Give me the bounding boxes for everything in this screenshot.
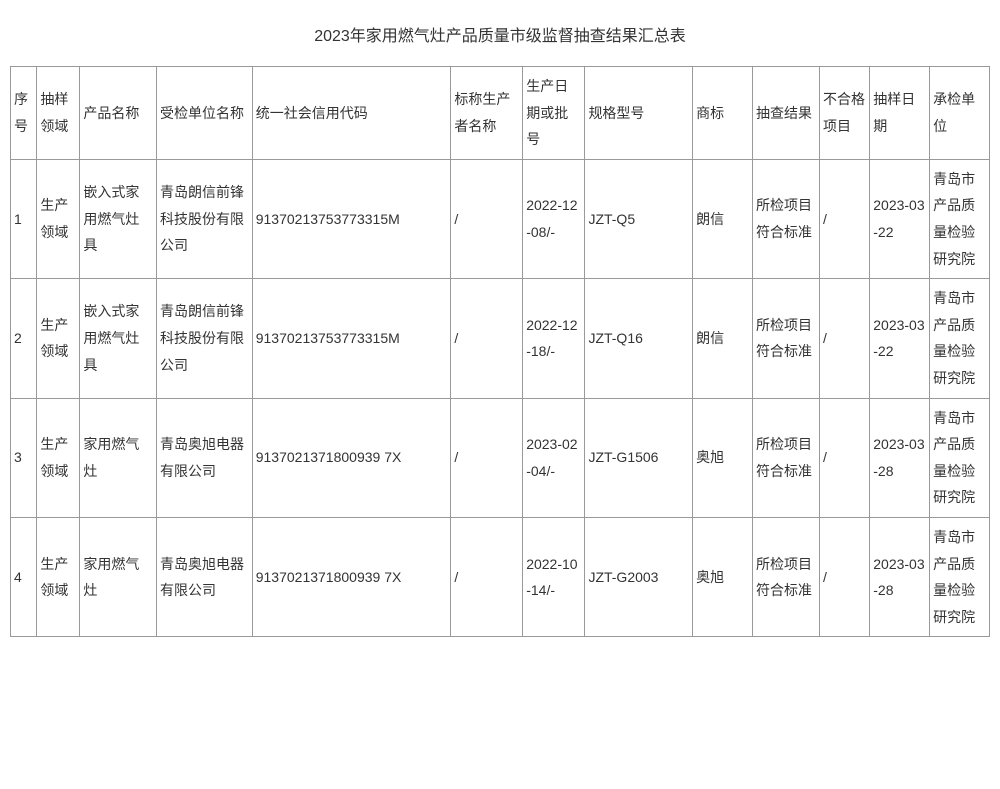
column-header-brand: 商标 — [693, 67, 753, 160]
column-header-credit: 统一社会信用代码 — [252, 67, 451, 160]
column-header-model: 规格型号 — [585, 67, 693, 160]
cell-model: JZT-Q5 — [585, 159, 693, 278]
column-header-proddate: 生产日期或批号 — [523, 67, 585, 160]
cell-company: 青岛奥旭电器有限公司 — [157, 517, 253, 636]
cell-credit: 9137021371800939 7X — [252, 517, 451, 636]
cell-domain: 生产领域 — [37, 517, 80, 636]
cell-domain: 生产领域 — [37, 398, 80, 517]
cell-product: 家用燃气灶 — [80, 398, 157, 517]
cell-producer: / — [451, 517, 523, 636]
cell-seq: 1 — [11, 159, 37, 278]
cell-credit: 9137021371800939 7X — [252, 398, 451, 517]
cell-seq: 2 — [11, 279, 37, 398]
cell-producer: / — [451, 159, 523, 278]
cell-domain: 生产领域 — [37, 159, 80, 278]
cell-inspector: 青岛市产品质量检验研究院 — [930, 517, 990, 636]
cell-proddate: 2022-12-08/- — [523, 159, 585, 278]
column-header-seq: 序号 — [11, 67, 37, 160]
cell-credit: 91370213753773315M — [252, 159, 451, 278]
cell-brand: 奥旭 — [693, 517, 753, 636]
cell-fail: / — [819, 279, 869, 398]
cell-brand: 朗信 — [693, 279, 753, 398]
page-title: 2023年家用燃气灶产品质量市级监督抽查结果汇总表 — [10, 10, 990, 66]
cell-fail: / — [819, 159, 869, 278]
cell-fail: / — [819, 398, 869, 517]
cell-proddate: 2022-10-14/- — [523, 517, 585, 636]
cell-model: JZT-G2003 — [585, 517, 693, 636]
cell-result: 所检项目符合标准 — [752, 159, 819, 278]
cell-producer: / — [451, 279, 523, 398]
cell-brand: 奥旭 — [693, 398, 753, 517]
cell-sampledate: 2023-03-22 — [870, 159, 930, 278]
cell-inspector: 青岛市产品质量检验研究院 — [930, 398, 990, 517]
cell-model: JZT-Q16 — [585, 279, 693, 398]
column-header-result: 抽查结果 — [752, 67, 819, 160]
column-header-sampledate: 抽样日期 — [870, 67, 930, 160]
column-header-inspector: 承检单位 — [930, 67, 990, 160]
table-row: 2生产领域嵌入式家用燃气灶具青岛朗信前锋科技股份有限公司913702137537… — [11, 279, 990, 398]
cell-brand: 朗信 — [693, 159, 753, 278]
cell-product: 家用燃气灶 — [80, 517, 157, 636]
table-header-row: 序号抽样领域产品名称受检单位名称统一社会信用代码标称生产者名称生产日期或批号规格… — [11, 67, 990, 160]
cell-proddate: 2022-12-18/- — [523, 279, 585, 398]
cell-domain: 生产领域 — [37, 279, 80, 398]
cell-inspector: 青岛市产品质量检验研究院 — [930, 159, 990, 278]
cell-fail: / — [819, 517, 869, 636]
column-header-fail: 不合格项目 — [819, 67, 869, 160]
cell-seq: 4 — [11, 517, 37, 636]
column-header-company: 受检单位名称 — [157, 67, 253, 160]
column-header-product: 产品名称 — [80, 67, 157, 160]
column-header-producer: 标称生产者名称 — [451, 67, 523, 160]
cell-inspector: 青岛市产品质量检验研究院 — [930, 279, 990, 398]
cell-company: 青岛奥旭电器有限公司 — [157, 398, 253, 517]
table-row: 1生产领域嵌入式家用燃气灶具青岛朗信前锋科技股份有限公司913702137537… — [11, 159, 990, 278]
cell-result: 所检项目符合标准 — [752, 517, 819, 636]
cell-sampledate: 2023-03-22 — [870, 279, 930, 398]
table-row: 3生产领域家用燃气灶青岛奥旭电器有限公司9137021371800939 7X/… — [11, 398, 990, 517]
cell-sampledate: 2023-03-28 — [870, 517, 930, 636]
column-header-domain: 抽样领域 — [37, 67, 80, 160]
cell-producer: / — [451, 398, 523, 517]
cell-result: 所检项目符合标准 — [752, 398, 819, 517]
table-row: 4生产领域家用燃气灶青岛奥旭电器有限公司9137021371800939 7X/… — [11, 517, 990, 636]
cell-result: 所检项目符合标准 — [752, 279, 819, 398]
cell-proddate: 2023-02-04/- — [523, 398, 585, 517]
cell-seq: 3 — [11, 398, 37, 517]
cell-model: JZT-G1506 — [585, 398, 693, 517]
cell-product: 嵌入式家用燃气灶具 — [80, 159, 157, 278]
cell-company: 青岛朗信前锋科技股份有限公司 — [157, 279, 253, 398]
inspection-table: 序号抽样领域产品名称受检单位名称统一社会信用代码标称生产者名称生产日期或批号规格… — [10, 66, 990, 637]
cell-product: 嵌入式家用燃气灶具 — [80, 279, 157, 398]
cell-sampledate: 2023-03-28 — [870, 398, 930, 517]
cell-company: 青岛朗信前锋科技股份有限公司 — [157, 159, 253, 278]
cell-credit: 91370213753773315M — [252, 279, 451, 398]
